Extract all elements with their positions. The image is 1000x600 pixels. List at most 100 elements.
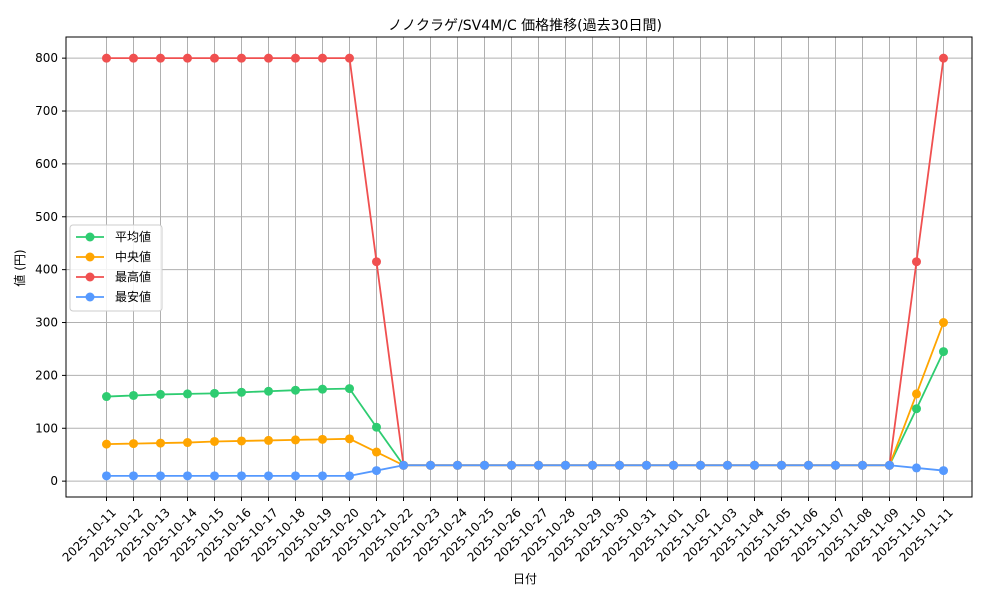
data-point — [291, 471, 300, 481]
data-point — [210, 53, 219, 63]
data-point — [318, 471, 327, 481]
y-tick-label: 800 — [35, 51, 58, 65]
data-point — [345, 434, 354, 444]
y-axis: 0 100 200 300 400 500 600 700 800 — [35, 51, 66, 488]
series-line — [106, 322, 945, 467]
data-point — [318, 384, 327, 394]
data-point — [750, 460, 759, 470]
data-point — [939, 466, 948, 476]
data-point — [183, 471, 192, 481]
data-point — [939, 53, 948, 63]
data-point — [237, 471, 246, 481]
data-point — [939, 318, 948, 328]
grid — [66, 37, 972, 497]
data-point — [723, 460, 732, 470]
data-point — [696, 460, 705, 470]
data-point — [669, 460, 678, 470]
data-point — [831, 460, 840, 470]
data-point — [912, 389, 921, 399]
data-point — [183, 53, 192, 63]
data-point — [210, 436, 219, 446]
data-point — [453, 460, 462, 470]
legend-label: 平均値 — [115, 229, 151, 244]
legend-marker — [85, 272, 95, 282]
data-point — [102, 471, 111, 481]
data-point — [129, 390, 138, 400]
data-point — [885, 460, 894, 470]
data-point — [183, 389, 192, 399]
y-tick-label: 300 — [35, 316, 58, 330]
data-point — [372, 257, 381, 267]
legend-marker — [85, 232, 95, 242]
data-point — [912, 404, 921, 414]
data-point — [318, 53, 327, 63]
data-point — [156, 471, 165, 481]
x-axis-label: 日付 — [513, 572, 537, 586]
data-point — [102, 439, 111, 449]
y-tick-label: 600 — [35, 157, 58, 171]
data-point — [912, 257, 921, 267]
data-point — [291, 435, 300, 445]
data-point — [237, 436, 246, 446]
data-point — [372, 447, 381, 457]
data-point — [858, 460, 867, 470]
chart-title: ノノクラゲ/SV4M/C 価格推移(過去30日間) — [388, 18, 662, 34]
data-point — [480, 460, 489, 470]
data-point — [507, 460, 516, 470]
y-tick-label: 400 — [35, 263, 58, 277]
data-point — [615, 460, 624, 470]
series-line — [106, 57, 945, 467]
legend-marker — [85, 292, 95, 302]
series-line — [106, 464, 944, 477]
data-point — [183, 438, 192, 448]
data-point — [156, 438, 165, 448]
legend-label: 最安値 — [115, 289, 151, 304]
series-line — [106, 351, 945, 467]
data-point — [156, 389, 165, 399]
data-point — [345, 471, 354, 481]
legend-box — [69, 224, 163, 312]
x-axis: 2025-10-112025-10-122025-10-132025-10-14… — [60, 497, 956, 565]
data-point — [102, 53, 111, 63]
data-point — [237, 53, 246, 63]
data-point — [372, 466, 381, 476]
series-layer — [102, 53, 948, 481]
data-point — [210, 471, 219, 481]
data-point — [129, 471, 138, 481]
data-point — [129, 439, 138, 449]
legend-label: 最高値 — [115, 269, 151, 284]
data-point — [912, 463, 921, 473]
y-tick-label: 200 — [35, 368, 58, 382]
data-point — [291, 53, 300, 63]
data-point — [264, 471, 273, 481]
y-tick-label: 0 — [50, 474, 58, 488]
y-tick-label: 100 — [35, 421, 58, 435]
data-point — [534, 460, 543, 470]
data-point — [345, 384, 354, 394]
data-point — [372, 422, 381, 432]
data-point — [129, 53, 138, 63]
data-point — [561, 460, 570, 470]
data-point — [777, 460, 786, 470]
data-point — [399, 460, 408, 470]
y-tick-label: 700 — [35, 104, 58, 118]
data-point — [156, 53, 165, 63]
plot-frame — [65, 36, 973, 498]
legend-marker — [85, 252, 95, 262]
legend-label: 中央値 — [115, 249, 151, 264]
data-point — [426, 460, 435, 470]
data-point — [642, 460, 651, 470]
data-point — [237, 387, 246, 397]
data-point — [588, 460, 597, 470]
y-axis-label: 値 (円) — [12, 249, 27, 286]
data-point — [939, 347, 948, 357]
data-point — [345, 53, 354, 63]
data-point — [102, 392, 111, 402]
data-point — [318, 434, 327, 444]
data-point — [804, 460, 813, 470]
y-tick-label: 500 — [35, 210, 58, 224]
data-point — [264, 386, 273, 396]
data-point — [264, 435, 273, 445]
